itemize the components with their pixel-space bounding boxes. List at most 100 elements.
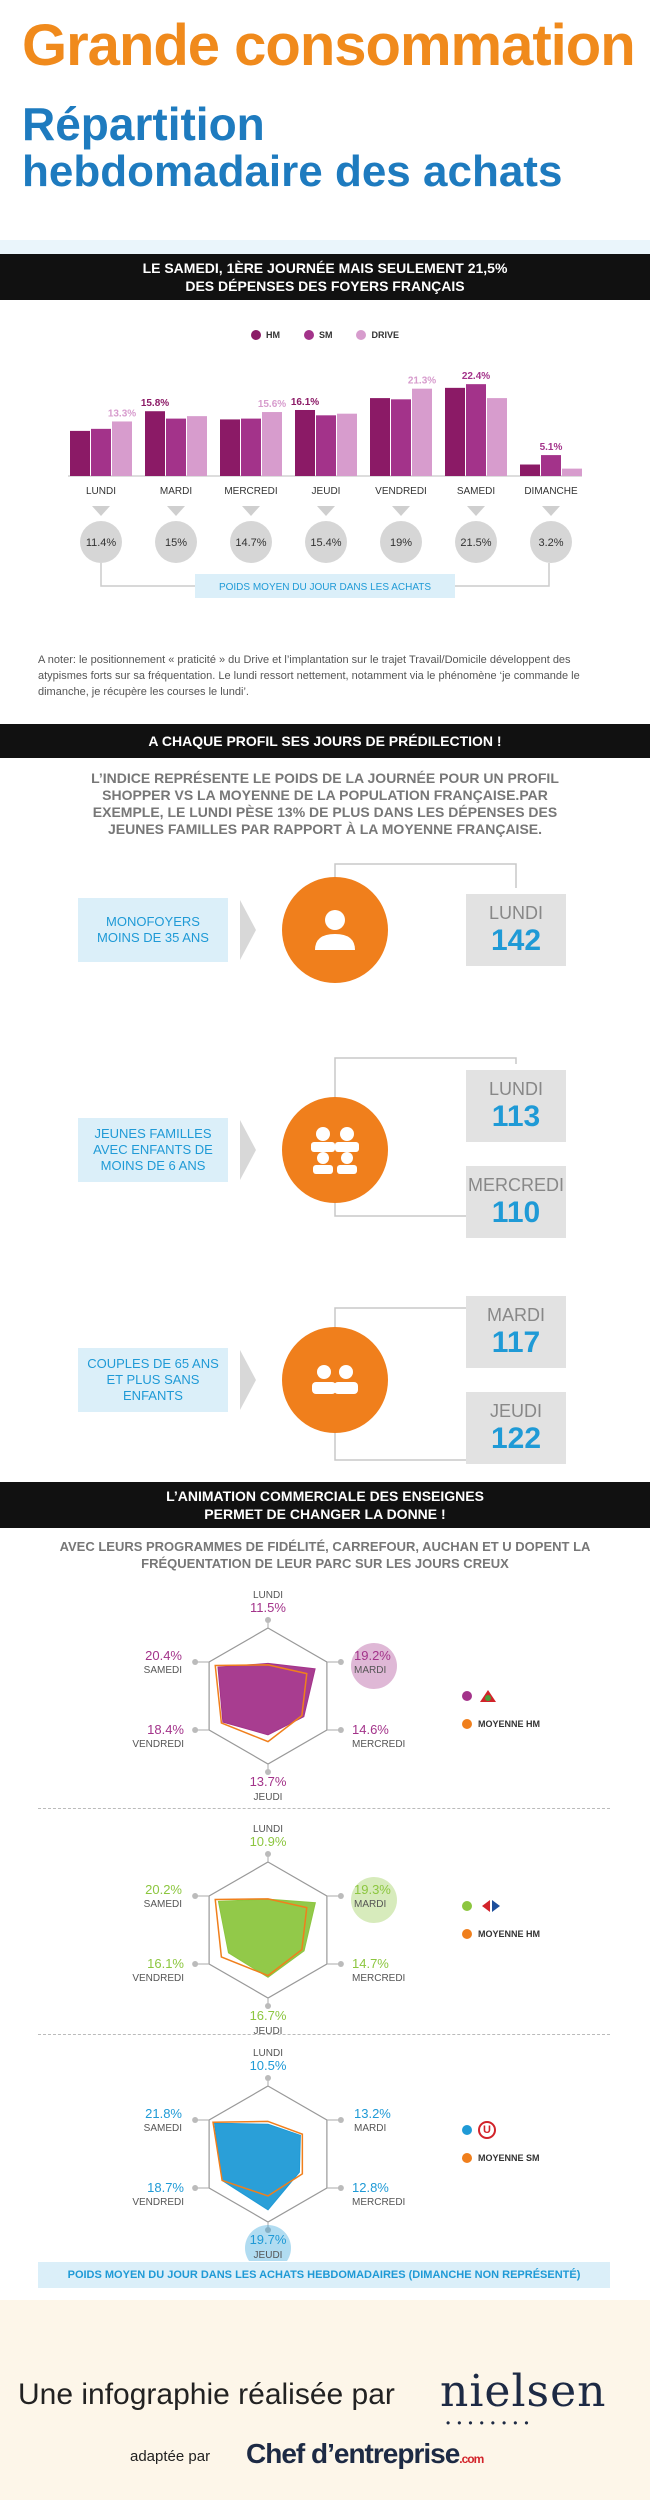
bar-data-label-jeudi: 16.1%: [291, 397, 319, 408]
page-subtitle: Répartition hebdomadaire des achats: [22, 100, 562, 196]
section1-banner: LE SAMEDI, 1ÈRE JOURNÉE MAIS SEULEMENT 2…: [0, 254, 650, 300]
bar-mercredi-sm: [241, 418, 261, 476]
profile-circle-2: [282, 1097, 388, 1203]
radar-legend-3-avg-label: MOYENNE SM: [478, 2153, 540, 2163]
chef-entreprise-logo: Chef d’entreprise.com: [246, 2438, 484, 2470]
avg-value-lundi: 11.4%: [86, 537, 117, 549]
radar0-value-mercredi: 14.6%: [352, 1722, 389, 1737]
profile-arrow-1: [240, 900, 256, 960]
bar-data-label-mardi: 15.8%: [141, 398, 169, 409]
radar2-axis-jeudi: JEUDI: [254, 2250, 283, 2261]
subtitle-line2: hebdomadaire des achats: [22, 147, 563, 196]
section3-intro: AVEC LEURS PROGRAMMES DE FIDÉLITÉ, CARRE…: [59, 1539, 591, 1571]
radar1-value-jeudi: 16.7%: [250, 2008, 287, 2023]
nielsen-dots: ••••••••: [446, 2416, 536, 2430]
bar-data-label-samedi: 22.4%: [462, 371, 490, 382]
bar-data-label-mercredi: 15.6%: [258, 399, 286, 410]
bar-jeudi-hm: [295, 409, 315, 476]
bar-vendredi-sm: [391, 399, 411, 476]
radar1-tick-dot-mercredi: [337, 1961, 344, 1967]
bar-mercredi-drive: [262, 412, 282, 476]
profile-label-jeunes-familles: JEUNES FAMILLES AVEC ENFANTS DE MOINS DE…: [78, 1118, 228, 1182]
bar-pointer-vendredi: [392, 506, 410, 516]
radar1-tick-dot-vendredi: [192, 1961, 199, 1967]
radar1-axis-jeudi: JEUDI: [254, 2026, 283, 2037]
radar2-value-jeudi: 19.7%: [250, 2232, 287, 2247]
radar-legend-1-avg: MOYENNE HM: [462, 1716, 540, 1732]
carrefour-logo-icon: [482, 1900, 500, 1912]
radar0-value-vendredi: 18.4%: [147, 1722, 184, 1737]
bar-lundi-drive: [112, 421, 132, 476]
profile-1-day-box: LUNDI 142: [466, 894, 566, 966]
bar-category-label-dimanche: DIMANCHE: [524, 486, 578, 497]
profile-circle-1: [282, 877, 388, 983]
radar2-axis-mardi: MARDI: [354, 2123, 386, 2134]
radar2-brand-series: [213, 2122, 301, 2211]
legend-sm-label: SM: [318, 330, 333, 340]
bar-category-label-samedi: SAMEDI: [457, 486, 495, 497]
bar-vendredi-hm: [370, 398, 390, 476]
radar2-axis-lundi: LUNDI: [253, 2048, 283, 2059]
radar1-brand-series: [217, 1898, 316, 1978]
radar2-axis-mercredi: MERCREDI: [352, 2197, 405, 2208]
weekly-bar-chart: 13.3% LUNDI 11.4% 15.8% MARDI 15% 15.6% MERCRED…: [68, 371, 582, 598]
radar-chart-auchan: 11.5%LUNDI 19.2% MARDI 14.6% MERCREDI 13.7% JE…: [132, 1590, 405, 1803]
radar1-axis-lundi: LUNDI: [253, 1824, 283, 1835]
radar2-tick-dot-jeudi: [265, 2227, 271, 2233]
profile-3-day1: MARDI: [487, 1304, 545, 1325]
nielsen-logo: nielsen: [440, 2366, 607, 2417]
radar2-tick-dot-samedi: [192, 2117, 199, 2123]
radar0-tick-dot-jeudi: [265, 1769, 271, 1775]
radar0-value-lundi: 11.5%: [250, 1600, 286, 1615]
section2-banner-text: A CHAQUE PROFIL SES JOURS DE PRÉDILECTIO…: [148, 733, 502, 749]
radar2-tick-dot-vendredi: [192, 2185, 199, 2191]
radar0-tick-dot-mercredi: [337, 1727, 344, 1733]
radar2-tick-dot-mercredi: [337, 2185, 344, 2191]
radar-legend-3-avg: MOYENNE SM: [462, 2150, 540, 2166]
radar1-value-mercredi: 14.7%: [352, 1956, 389, 1971]
radar-chart-carrefour: 10.9%LUNDI 19.3% MARDI 14.7% MERCREDI 16.7% JE…: [132, 1824, 405, 2037]
radar-separator-1: [38, 1808, 610, 1809]
section1-banner-line2: DES DÉPENSES DES FOYERS FRANÇAIS: [185, 278, 465, 294]
bar-mardi-drive: [187, 416, 207, 476]
legend-drive-label: DRIVE: [371, 330, 399, 340]
legend-sm-swatch: [303, 330, 314, 340]
legend-hm-label: HM: [265, 330, 280, 340]
radar-legend-3-avg-swatch: [462, 2153, 472, 2163]
chef-entreprise-name: Chef d’entreprise: [246, 2438, 460, 2469]
radar-legend-2-swatch: [462, 1901, 472, 1911]
bar-data-label-lundi: 13.3%: [108, 408, 136, 419]
chef-entreprise-suffix: .com: [459, 2452, 484, 2466]
radar-separator-2: [38, 2034, 610, 2035]
legend-drive: DRIVE: [356, 330, 399, 340]
avg-value-samedi: 21.5%: [460, 537, 491, 549]
bar-dimanche-sm: [541, 455, 561, 476]
radar1-axis-mercredi: MERCREDI: [352, 1973, 405, 1984]
section3-banner-line1: L’ANIMATION COMMERCIALE DES ENSEIGNES: [166, 1488, 484, 1504]
radar-legend-2-avg-swatch: [462, 1929, 472, 1939]
section2-intro: L’INDICE REPRÉSENTE LE POIDS DE LA JOURN…: [91, 770, 559, 837]
radar-legend-3: U MOYENNE SM: [462, 2121, 540, 2178]
radar0-axis-samedi: SAMEDI: [144, 1665, 182, 1676]
radar0-axis-vendredi: VENDREDI: [132, 1739, 184, 1750]
bar-pointer-samedi: [467, 506, 485, 516]
radar0-highlight-mardi: [351, 1643, 397, 1689]
radar2-tick-dot-lundi: [265, 2075, 271, 2081]
avg-circle-lundi: [80, 521, 122, 563]
radar0-axis-jeudi: JEUDI: [254, 1792, 283, 1803]
radar2-value-vendredi: 18.7%: [147, 2180, 184, 2195]
radar-legend-3-brand: U: [462, 2121, 540, 2139]
legend-sm: SM: [303, 330, 333, 340]
radar2-average-series: [212, 2120, 304, 2197]
bar-dimanche-hm: [520, 464, 540, 476]
profile-arrow-3: [240, 1350, 256, 1410]
radar1-tick-dot-jeudi: [265, 2003, 271, 2009]
divider-band: [0, 240, 650, 254]
radar-legend-3-swatch: [462, 2125, 472, 2135]
profile-circle-3: [282, 1327, 388, 1433]
bar-pointer-mercredi: [242, 506, 260, 516]
avg-circle-mardi: [155, 521, 197, 563]
bar-mercredi-hm: [220, 419, 240, 476]
profile-3-day1-box: MARDI 117: [466, 1296, 566, 1368]
bar-jeudi-sm: [316, 415, 336, 476]
